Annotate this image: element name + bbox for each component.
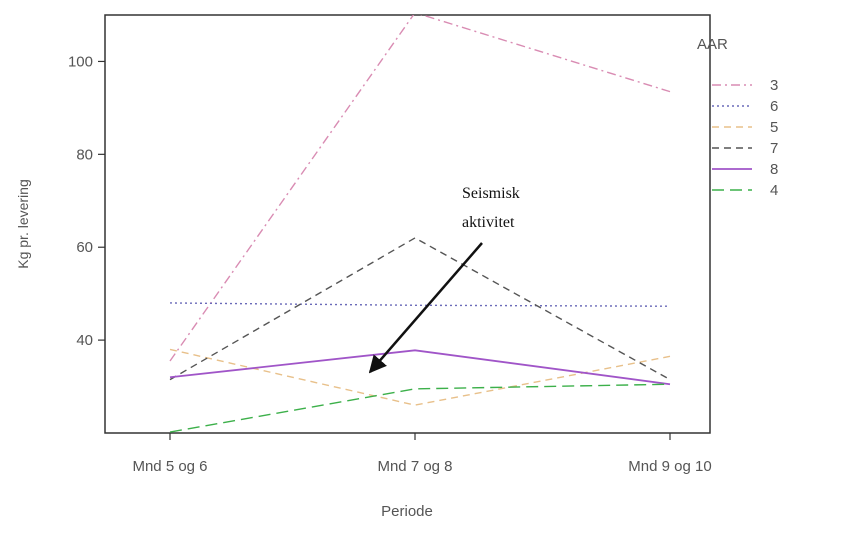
series-line-7: [169, 237, 671, 381]
legend-label-4: 4: [770, 182, 778, 199]
series-line-5: [169, 348, 671, 406]
annotation: Seismisk aktivitet: [368, 185, 520, 374]
y-tick-label: 40: [76, 332, 93, 349]
legend: AAR 3 6 5 7 8 4: [697, 36, 778, 199]
x-axis-label: Periode: [381, 503, 433, 520]
x-tick-label: Mnd 5 og 6: [132, 458, 207, 475]
plot-area-frame: [104, 14, 711, 434]
x-tick-label: Mnd 9 og 10: [628, 458, 711, 475]
legend-label-6: 6: [770, 98, 778, 115]
legend-label-8: 8: [770, 161, 778, 178]
series-line-8: [169, 349, 671, 386]
y-tick-label: 80: [76, 146, 93, 163]
y-axis: 40 60 80 100: [68, 53, 105, 349]
y-tick-label: 100: [68, 53, 93, 70]
x-axis: Mnd 5 og 6 Mnd 7 og 8 Mnd 9 og 10: [132, 433, 712, 475]
legend-label-5: 5: [770, 119, 778, 136]
legend-label-3: 3: [770, 77, 778, 94]
series-line-4: [169, 383, 671, 433]
series-line-3: [169, 15, 671, 362]
series-line-6: [169, 302, 671, 307]
annotation-line-1: Seismisk: [462, 185, 520, 202]
legend-label-7: 7: [770, 140, 778, 157]
annotation-arrow: [368, 242, 483, 374]
x-tick-label: Mnd 7 og 8: [377, 458, 452, 475]
y-tick-label: 60: [76, 239, 93, 256]
series-lines: [169, 15, 671, 433]
legend-title: AAR: [697, 36, 728, 53]
annotation-line-2: aktivitet: [462, 214, 515, 231]
y-axis-label: Kg pr. levering: [15, 179, 31, 269]
